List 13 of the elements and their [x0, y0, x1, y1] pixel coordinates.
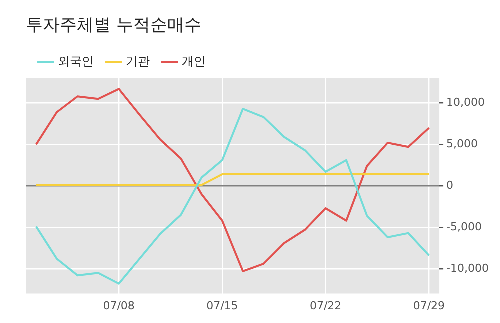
legend-label: 개인: [182, 54, 206, 69]
legend-label: 기관: [126, 54, 150, 69]
x-tick-label: 07/29: [413, 299, 446, 312]
y-tick-label: 0: [446, 178, 454, 192]
y-tick-label: 10,000: [446, 96, 486, 110]
y-tick-label: -5,000: [446, 220, 482, 234]
x-tick-label: 07/22: [310, 299, 342, 312]
y-tick-label: -10,000: [446, 262, 490, 275]
legend-label: 외국인: [58, 54, 94, 69]
chart-title: 투자주체별 누적순매수: [26, 16, 202, 36]
y-tick-label: 5,000: [446, 138, 478, 151]
x-tick-label: 07/08: [103, 299, 135, 312]
x-tick-label: 07/15: [206, 299, 238, 312]
